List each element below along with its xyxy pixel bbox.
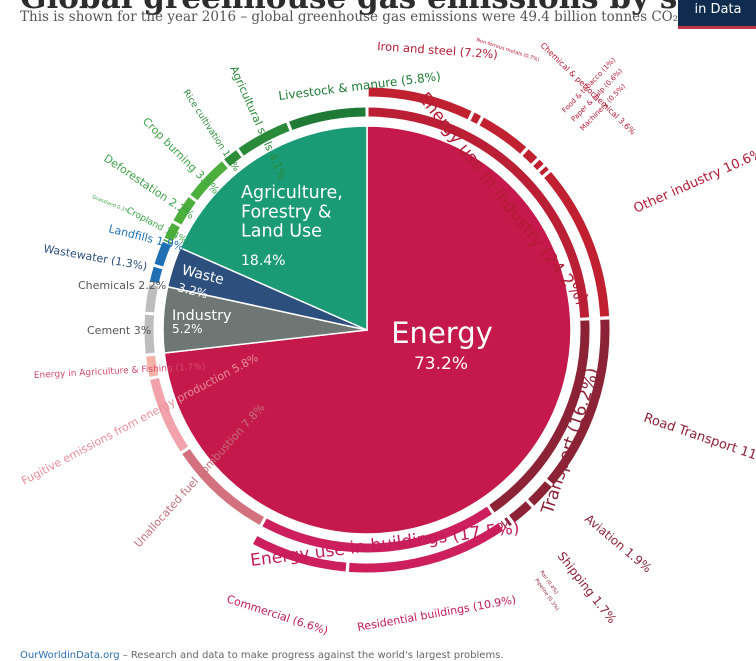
ring-segment-grassland bbox=[163, 238, 173, 245]
ring-segment-agricultural-soils bbox=[238, 122, 290, 156]
ring-segment-crop-burning bbox=[190, 161, 228, 201]
pie-slice-agriculture bbox=[179, 125, 368, 332]
chart-subtitle: This is shown for the year 2016 – global… bbox=[20, 9, 700, 25]
ring-segment-residential-buildings-outer bbox=[348, 523, 504, 573]
ring-segment-livestock-manure bbox=[289, 107, 366, 131]
label-grassland: Grassland 0.1% bbox=[91, 194, 130, 214]
ring-segment-transport bbox=[489, 320, 590, 513]
ring-segment-shipping-outer bbox=[509, 501, 532, 523]
ring-segment-fugitive-emissions-from-energy-production bbox=[150, 377, 189, 452]
pie-label-agriculture: Agriculture, Forestry & Land Use bbox=[241, 183, 343, 242]
label-wastewater: Wastewater (1.3%) bbox=[42, 242, 148, 273]
ring-segment-paper-pulp-outer bbox=[533, 159, 544, 171]
ring-segment-other-industry-outer bbox=[544, 172, 610, 317]
ring-segment-wastewater bbox=[149, 266, 163, 284]
ring-segment-deforestation bbox=[173, 197, 196, 225]
ring-segment-energy-use-in-buildings bbox=[262, 506, 492, 553]
label-road-transport: Road Transport 11.9% bbox=[642, 411, 756, 472]
ring-segment-non-ferrous-metals-outer bbox=[470, 112, 481, 124]
label-residential-buildings: Residential buildings (10.9%) bbox=[356, 593, 517, 634]
ring-segment-cement bbox=[144, 314, 155, 354]
label-cement: Cement 3% bbox=[87, 324, 151, 337]
footer-text: – Research and data to make progress aga… bbox=[119, 650, 504, 661]
footer-source: OurWorldinData.org – Research and data t… bbox=[20, 650, 504, 661]
pie-label-energy: Energy bbox=[391, 316, 493, 350]
ring-segment-commercial-outer bbox=[253, 536, 347, 572]
ring-segment-unallocated-fuel-combustion bbox=[182, 449, 265, 525]
label-shipping: Shipping 1.7% bbox=[555, 549, 619, 626]
label-aviation: Aviation 1.9% bbox=[582, 512, 654, 576]
label-chemicals: Chemicals 2.2% bbox=[78, 279, 166, 292]
pie-value-industry: 5.2% bbox=[172, 322, 203, 336]
ring-segment-iron-and-steel-outer bbox=[368, 87, 472, 120]
ring-segment-chemical-petrochemical-outer bbox=[479, 117, 527, 154]
pie-value-energy: 73.2% bbox=[414, 354, 468, 374]
ring-segment-rail-outer bbox=[504, 517, 512, 527]
ring-segment-cropland bbox=[164, 222, 180, 242]
pie-value-agriculture: 18.4% bbox=[241, 253, 285, 269]
ring-segment-energy-in-agriculture-fishing bbox=[146, 355, 159, 378]
ring-segment-aviation-outer bbox=[528, 481, 552, 506]
ring-segment-energy-use-in-industry bbox=[368, 107, 590, 318]
ring-segment-road-transport-outer bbox=[547, 319, 610, 485]
chart-title: Global greenhouse gas emissions by secto… bbox=[20, 0, 756, 14]
ring-segment-landfills bbox=[154, 241, 172, 267]
ring-segment-chemicals bbox=[145, 284, 159, 313]
ring-segment-machinery-outer bbox=[539, 166, 549, 176]
logo-badge[interactable]: in Data bbox=[678, 0, 756, 29]
label-commercial: Commercial (6.6%) bbox=[225, 592, 330, 637]
pie-label-industry: Industry bbox=[172, 308, 232, 324]
ring-segment-food-tobacco-outer bbox=[522, 149, 538, 164]
ring-segment-rice-cultivation bbox=[224, 150, 242, 167]
ring-segment-pipeline-outer bbox=[500, 520, 507, 529]
label-other-industry: Other industry 10.6% bbox=[632, 146, 756, 217]
footer-site-link[interactable]: OurWorldinData.org bbox=[20, 650, 120, 661]
